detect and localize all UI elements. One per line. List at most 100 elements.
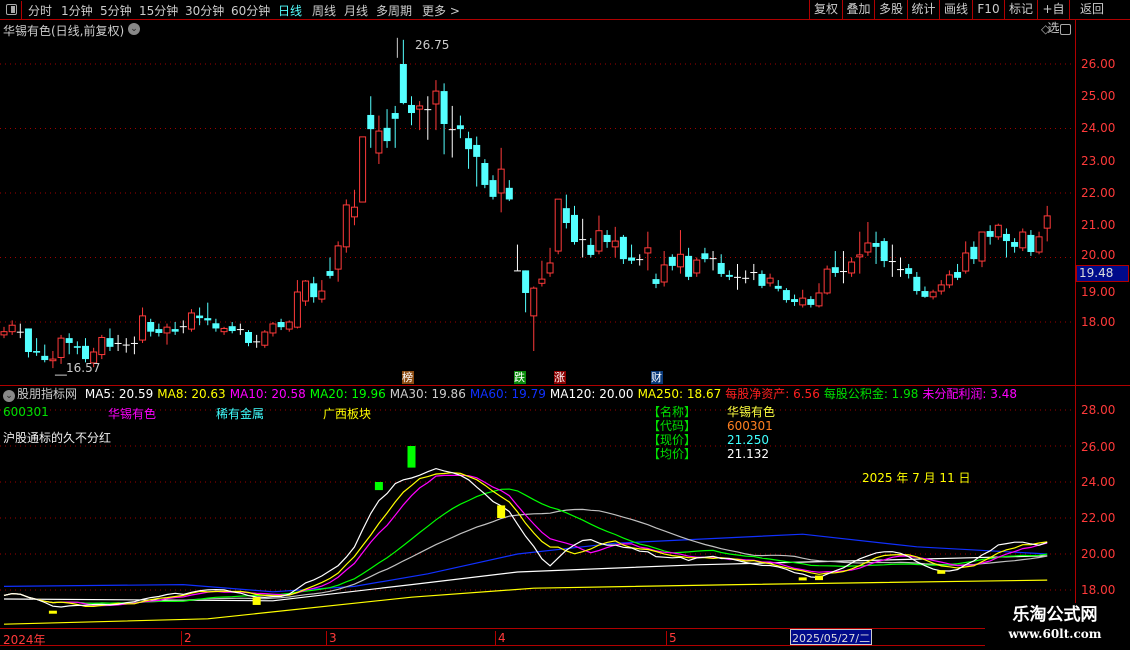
stock-code: 600301 xyxy=(3,405,49,419)
restore-rights-button[interactable]: 复权 xyxy=(809,0,842,20)
candle xyxy=(187,309,195,332)
legend-undistributed-profit: 未分配利润: 3.48 xyxy=(922,387,1017,401)
price-tick: 26.00 xyxy=(1081,57,1116,71)
candle xyxy=(970,241,978,264)
info-value: 600301 xyxy=(727,419,773,433)
candle xyxy=(424,96,432,140)
candle xyxy=(676,230,684,274)
period-tab[interactable]: 周线 xyxy=(312,4,337,18)
candle xyxy=(489,175,497,200)
period-tab-daily[interactable]: 日线 xyxy=(278,4,303,18)
candle-body xyxy=(16,331,24,333)
candle-body xyxy=(538,278,546,284)
candle-body xyxy=(359,136,367,203)
candle xyxy=(962,241,970,274)
candle xyxy=(587,238,595,258)
signal-marker xyxy=(252,597,261,605)
candle xyxy=(513,244,521,272)
candle-body xyxy=(554,198,562,252)
candle-body xyxy=(139,315,147,341)
candle-body xyxy=(130,342,138,344)
statistics-button[interactable]: 统计 xyxy=(907,0,939,20)
candle-body xyxy=(839,271,847,273)
candle xyxy=(261,330,269,348)
period-tab[interactable]: 分时 xyxy=(28,4,53,18)
candle-body xyxy=(456,125,464,130)
price-tick: 18.00 xyxy=(1081,315,1116,329)
period-tab[interactable]: 30分钟 xyxy=(185,4,225,18)
price-axis[interactable]: 26.00 25.00 24.00 23.00 22.00 21.00 20.0… xyxy=(1075,20,1130,630)
candle xyxy=(1027,230,1035,256)
candle-body xyxy=(122,344,130,346)
price-tick: 21.00 xyxy=(1081,218,1116,232)
candle xyxy=(456,115,464,139)
back-button[interactable]: 返回 xyxy=(1069,0,1128,20)
candle-body xyxy=(253,341,261,343)
candle xyxy=(693,257,701,277)
candle xyxy=(1043,205,1051,242)
candle xyxy=(554,198,562,255)
more-periods-button[interactable]: 更多 > xyxy=(422,4,460,18)
event-marker-rank[interactable]: 榜 xyxy=(402,371,414,384)
event-marker-finance[interactable]: 财 xyxy=(651,371,663,384)
overlay-button[interactable]: 叠加 xyxy=(842,0,874,20)
candle xyxy=(302,280,310,306)
candle-body xyxy=(497,168,505,194)
f10-button[interactable]: F10 xyxy=(972,0,1004,20)
chart-canvas[interactable] xyxy=(0,0,1075,650)
multi-stock-button[interactable]: 多股 xyxy=(874,0,907,20)
candle-body xyxy=(8,324,16,333)
indicator-lines xyxy=(3,446,1048,625)
period-tab[interactable]: 15分钟 xyxy=(139,4,179,18)
candle xyxy=(285,320,293,332)
period-tab[interactable]: 60分钟 xyxy=(231,4,271,18)
candle xyxy=(579,218,587,258)
candle-body xyxy=(24,328,32,352)
candle xyxy=(929,289,937,300)
candle xyxy=(82,338,89,363)
candle-body xyxy=(799,297,807,306)
candle xyxy=(440,83,448,155)
candle-body xyxy=(994,224,1002,238)
candle-body xyxy=(261,331,269,346)
signal-marker xyxy=(815,575,823,581)
candle xyxy=(359,136,367,203)
watermark-title: 乐淘公式网 xyxy=(1012,605,1098,625)
add-watchlist-button[interactable]: +自选 xyxy=(1037,0,1069,35)
candle xyxy=(636,254,644,266)
event-marker-rise[interactable]: 涨 xyxy=(554,371,566,384)
candle xyxy=(709,251,717,271)
candle xyxy=(546,247,554,277)
chevron-down-icon[interactable]: ⌄ xyxy=(128,23,140,35)
candle xyxy=(416,101,424,131)
period-tab[interactable]: 1分钟 xyxy=(61,4,93,18)
candle-body xyxy=(929,291,937,298)
event-marker-fall[interactable]: 跌 xyxy=(514,371,526,384)
watermark-url: www.60lt.com xyxy=(1008,627,1102,641)
candle-body xyxy=(302,280,310,302)
period-tab[interactable]: 月线 xyxy=(344,4,369,18)
indicator-tick: 24.00 xyxy=(1081,475,1116,489)
draw-line-button[interactable]: 画线 xyxy=(939,0,972,20)
date-label: 2024年 xyxy=(3,633,46,647)
mark-button[interactable]: 标记 xyxy=(1004,0,1037,20)
candle-body xyxy=(448,129,456,131)
info-box: 【名称】 华锡有色 【代码】 600301 【现价】 21.250 【均价】 21.13… xyxy=(648,405,775,461)
period-tab[interactable]: 5分钟 xyxy=(100,4,132,18)
candle xyxy=(383,109,391,148)
candle xyxy=(1011,238,1019,253)
period-tab[interactable]: 多周期 xyxy=(376,4,413,18)
candle xyxy=(245,330,252,347)
candle-body xyxy=(978,231,986,262)
chevron-down-icon[interactable]: ⌄ xyxy=(3,390,15,402)
candle xyxy=(432,80,440,131)
diamond-icon[interactable]: ◇ xyxy=(1041,22,1051,36)
candle-body xyxy=(791,299,799,303)
panel-toggle-icon[interactable] xyxy=(1060,24,1071,35)
layout-toggle-icon[interactable] xyxy=(2,1,22,19)
signal-marker xyxy=(497,505,506,518)
indicator-name[interactable]: 股朋指标网 xyxy=(17,387,78,401)
candle-body xyxy=(171,329,179,332)
candle xyxy=(1035,231,1043,255)
candle-body xyxy=(465,138,473,150)
